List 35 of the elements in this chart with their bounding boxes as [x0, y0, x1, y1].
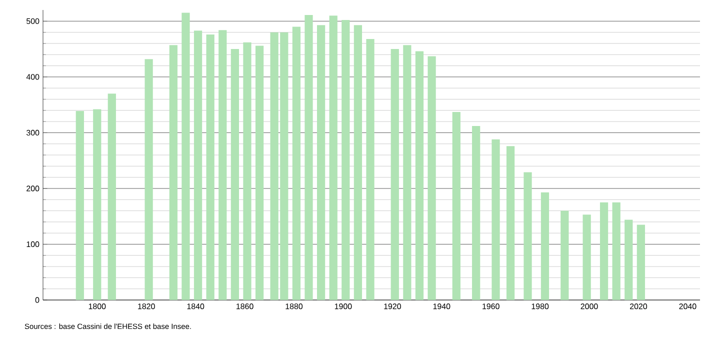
bar [93, 109, 102, 300]
bar [218, 30, 227, 300]
bar [492, 139, 500, 300]
bar [76, 110, 84, 300]
bar [317, 25, 326, 300]
bar [255, 46, 264, 300]
bar [194, 30, 202, 300]
bar [600, 202, 608, 300]
bar [524, 172, 532, 300]
bar [582, 214, 591, 300]
bar [354, 25, 362, 300]
bar [636, 224, 646, 300]
bar [540, 192, 550, 300]
bar [342, 20, 350, 300]
bar [329, 16, 338, 300]
bar [108, 94, 116, 300]
bar [452, 112, 460, 300]
bar [612, 202, 620, 300]
bar [472, 126, 480, 300]
bar [506, 146, 515, 300]
bar [144, 59, 153, 300]
bar [304, 15, 313, 300]
bar [560, 210, 569, 300]
bar [182, 12, 190, 300]
bar [403, 45, 412, 300]
bar [169, 45, 178, 300]
bar [415, 51, 424, 300]
bar [428, 56, 436, 300]
bar [366, 39, 374, 300]
bar [206, 34, 214, 300]
bar [243, 42, 252, 300]
bar [292, 26, 301, 300]
bar [390, 49, 399, 300]
bar [624, 220, 633, 300]
bar [230, 49, 239, 300]
